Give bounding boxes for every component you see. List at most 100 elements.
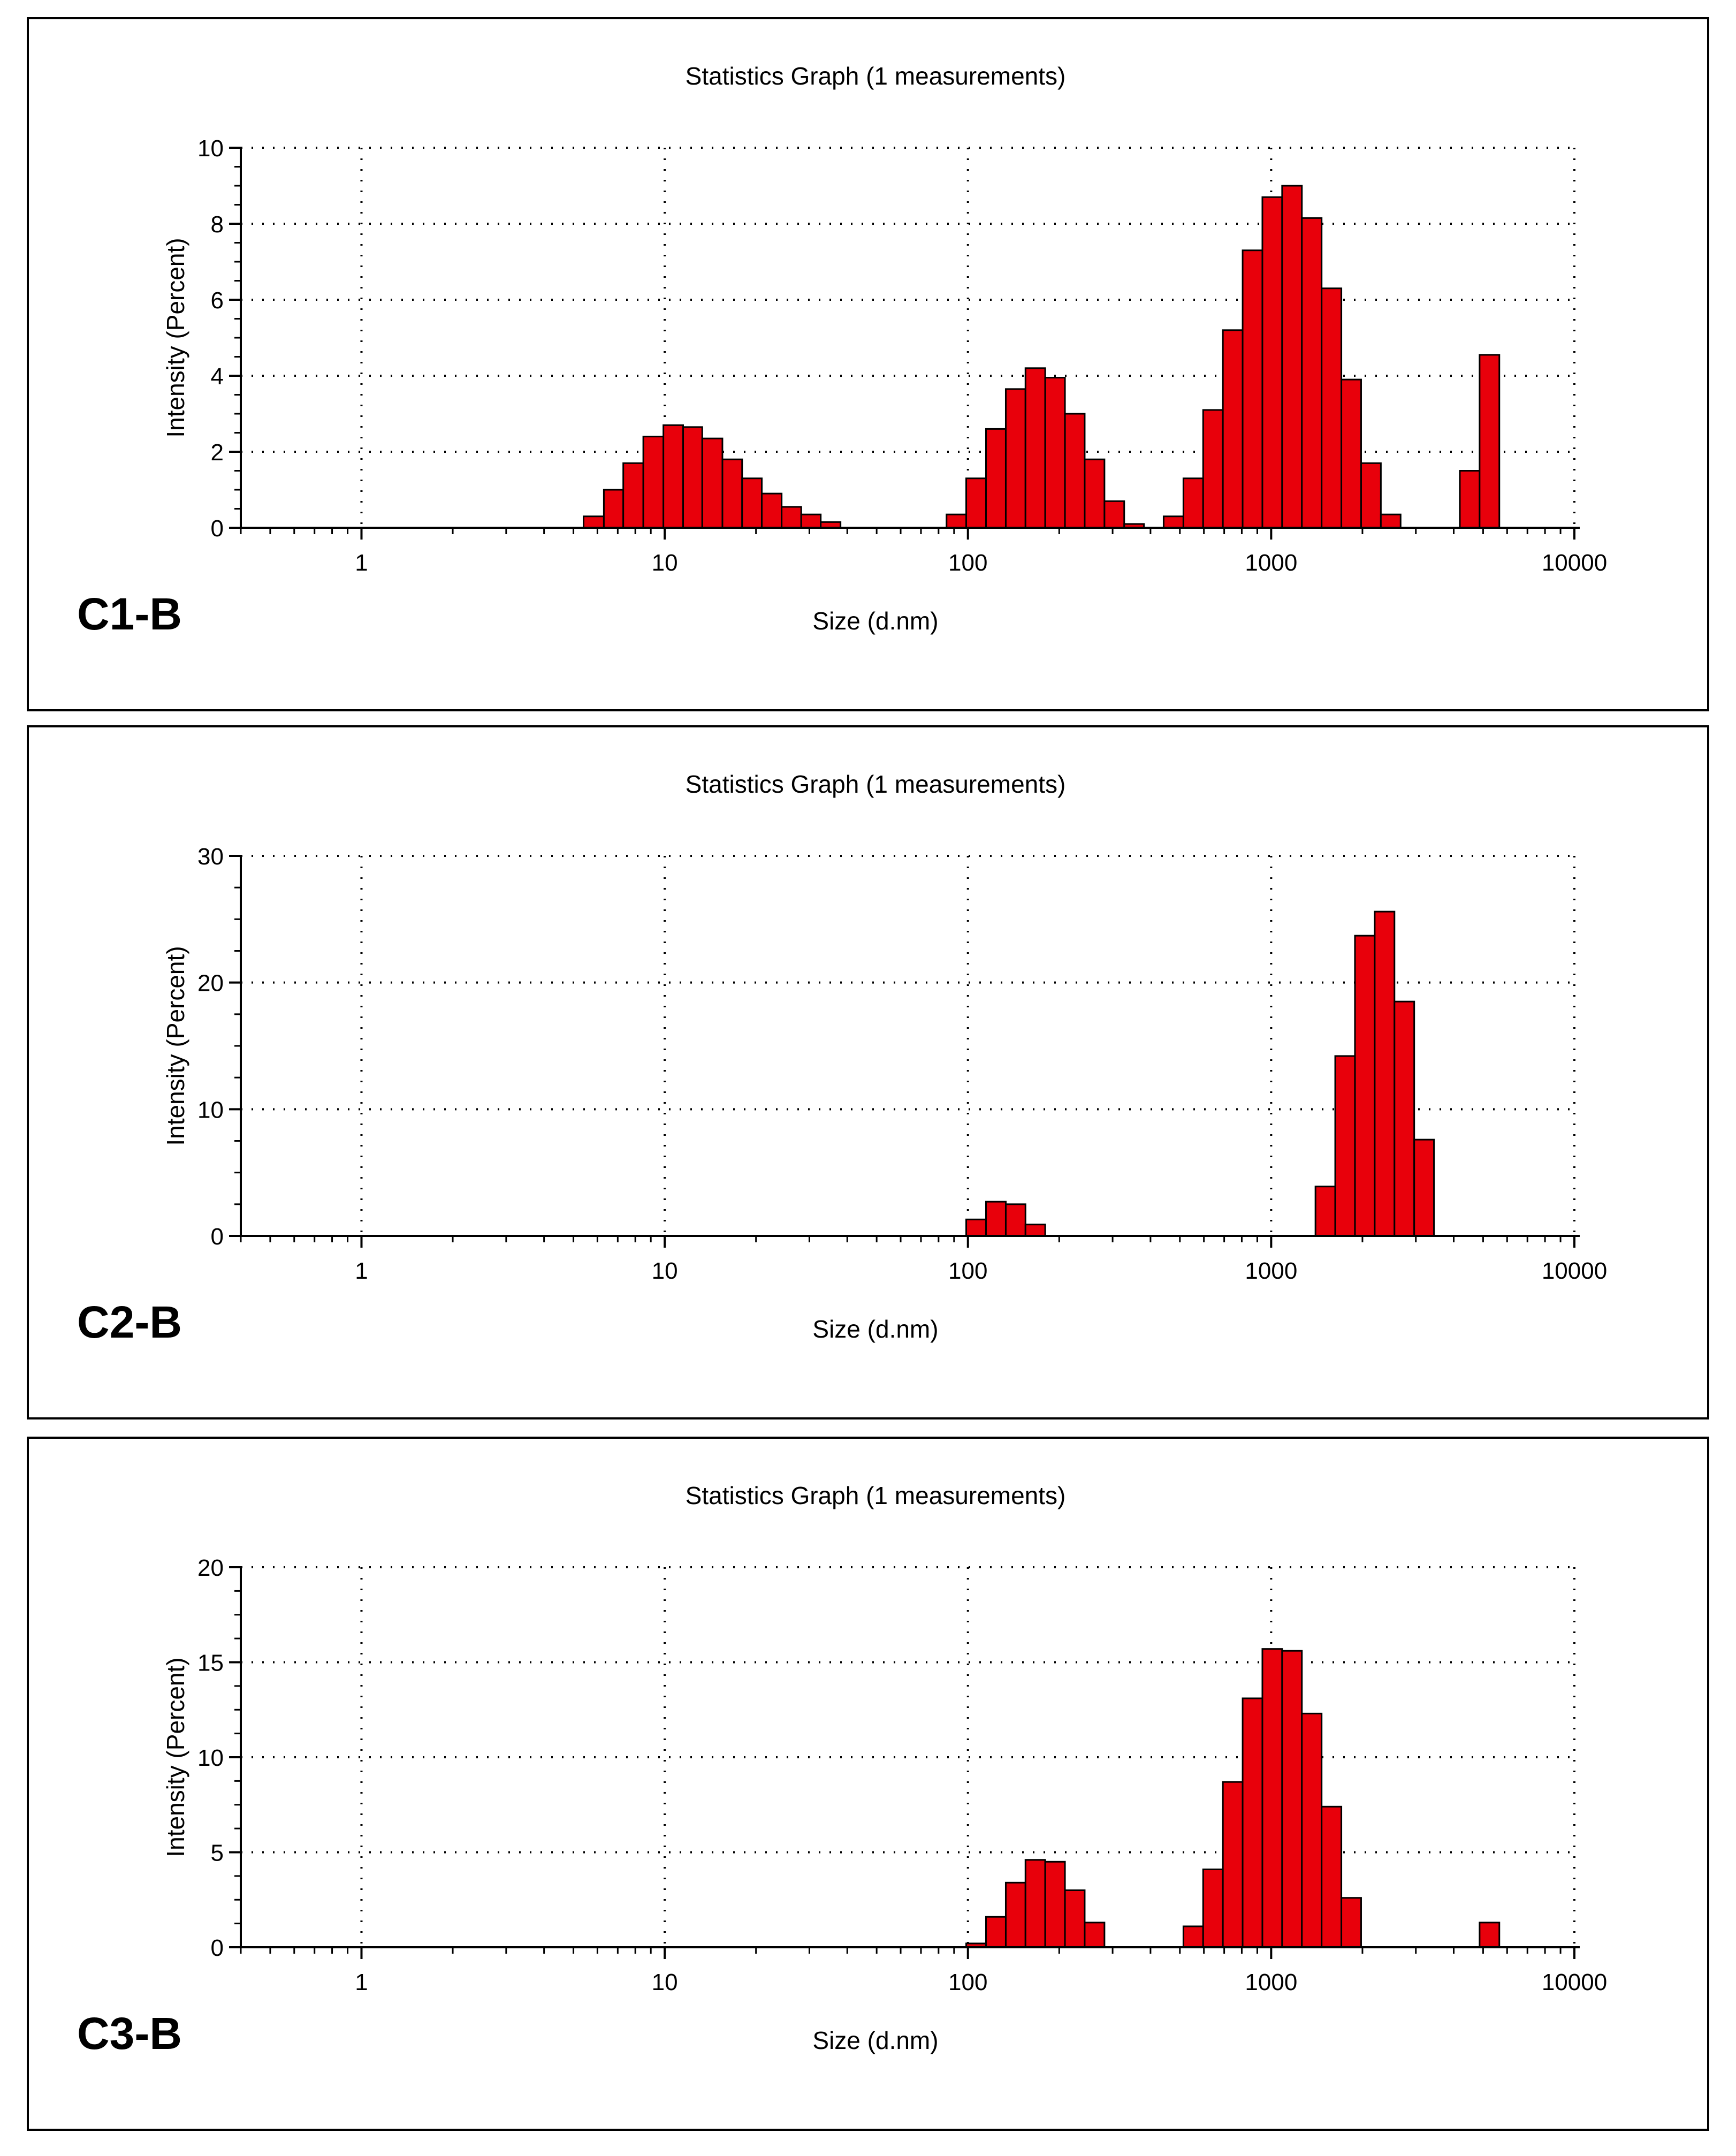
bar-11 [1261,1648,1283,1948]
y-tick-label: 8 [211,211,224,238]
bar-2 [622,462,644,529]
x-tick-label: 1 [355,1258,368,1284]
bar-8 [1394,1000,1415,1237]
x-tick-label: 100 [948,1258,987,1284]
bar-7 [721,458,743,529]
bar-19 [1064,413,1086,529]
bar-34 [1380,513,1402,529]
x-tick-label: 10000 [1542,1258,1607,1284]
bar-0 [965,1218,987,1237]
chart-title: Statistics Graph (1 measurements) [686,62,1066,90]
y-axis-label: Intensity (Percent) [162,1657,189,1857]
panel-label: C1-B [77,589,182,639]
bar-5 [682,426,703,529]
bar-10 [781,506,802,529]
bar-13 [1301,1712,1323,1948]
y-tick-label: 6 [211,287,224,314]
bar-6 [1354,935,1376,1237]
bar-4 [1044,1861,1066,1948]
y-axis-label: Intensity (Percent) [162,946,189,1145]
x-tick-label: 1000 [1245,1969,1297,1995]
bar-6 [701,437,724,529]
x-tick-label: 10 [652,1969,678,1995]
bar-28 [1261,196,1283,529]
panel-label: C3-B [77,2008,182,2059]
x-axis-label: Size (d.nm) [812,607,938,635]
bar-16 [1479,1922,1501,1948]
bar-9 [761,492,783,529]
y-tick-label: 10 [197,135,224,162]
bar-11 [800,513,822,529]
bar-33 [1360,462,1382,529]
bar-1 [985,1916,1007,1948]
x-tick-label: 100 [948,1969,987,1995]
y-tick-label: 20 [197,970,224,997]
x-tick-label: 10000 [1542,1969,1607,1995]
bar-13 [946,513,968,529]
y-tick-label: 5 [211,1840,224,1866]
y-tick-label: 10 [197,1097,224,1123]
bar-35 [1459,470,1481,529]
bar-9 [1222,1781,1244,1948]
x-tick-label: 1000 [1245,550,1297,576]
bar-15 [1341,1897,1362,1948]
y-tick-label: 30 [197,844,224,870]
bar-15 [985,428,1007,529]
bar-14 [1321,1805,1343,1948]
bar-16 [1004,388,1026,529]
chart-panel-c3-b: Statistics Graph (1 measurements) 0 5 10 15 2… [27,1437,1709,2131]
y-tick-label: 2 [211,439,224,466]
bar-5 [1334,1055,1356,1237]
bar-32 [1341,378,1362,529]
x-tick-label: 10000 [1542,550,1607,576]
y-tick-label: 10 [197,1745,224,1771]
bar-26 [1222,329,1244,529]
bar-8 [741,477,763,529]
y-tick-label: 4 [211,363,224,390]
bar-24 [1182,477,1204,529]
chart-svg: Statistics Graph (1 measurements) 0 2 4 6 8 10… [77,62,1607,639]
bar-5 [1064,1889,1086,1948]
bar-12 [1281,1650,1303,1948]
chart-svg: Statistics Graph (1 measurements) 0 10 20 30… [77,770,1607,1347]
chart-title: Statistics Graph (1 measurements) [686,770,1066,798]
bar-7 [1182,1925,1204,1948]
bar-10 [1242,1697,1263,1948]
bar-6 [1084,1922,1106,1948]
chart-panel-c1-b: Statistics Graph (1 measurements) 0 2 4 6 8 10… [27,17,1709,711]
panel-label: C2-B [77,1297,182,1347]
x-axis-label: Size (d.nm) [812,2026,938,2054]
bar-2 [1004,1881,1026,1948]
bar-25 [1202,409,1224,529]
bar-29 [1281,185,1303,529]
bar-3 [1024,1224,1046,1237]
y-tick-label: 20 [197,1555,224,1581]
bar-4 [1314,1186,1336,1237]
bar-14 [965,477,987,529]
chart-svg: Statistics Graph (1 measurements) 0 5 10 15 2… [77,1482,1607,2059]
y-tick-label: 15 [197,1650,224,1676]
bar-1 [603,489,625,529]
bar-36 [1479,354,1501,529]
bar-3 [642,436,665,529]
bar-3 [1024,1859,1046,1948]
chart-panel-c2-b: Statistics Graph (1 measurements) 0 10 20 30… [27,725,1709,1419]
bar-0 [582,515,605,529]
bar-27 [1242,249,1263,529]
bar-4 [663,424,684,529]
y-tick-label: 0 [211,1935,224,1961]
x-tick-label: 10 [652,1258,678,1284]
x-tick-label: 1000 [1245,1258,1297,1284]
x-tick-label: 1 [355,1969,368,1995]
bar-1 [985,1201,1007,1237]
x-axis-label: Size (d.nm) [812,1315,938,1343]
bar-8 [1202,1868,1224,1948]
bar-17 [1024,367,1046,529]
chart-title: Statistics Graph (1 measurements) [686,1482,1066,1509]
bar-18 [1044,377,1066,529]
x-tick-label: 1 [355,550,368,576]
bar-9 [1413,1138,1435,1237]
bar-20 [1084,458,1106,529]
y-tick-label: 0 [211,515,224,542]
bar-21 [1103,500,1125,529]
